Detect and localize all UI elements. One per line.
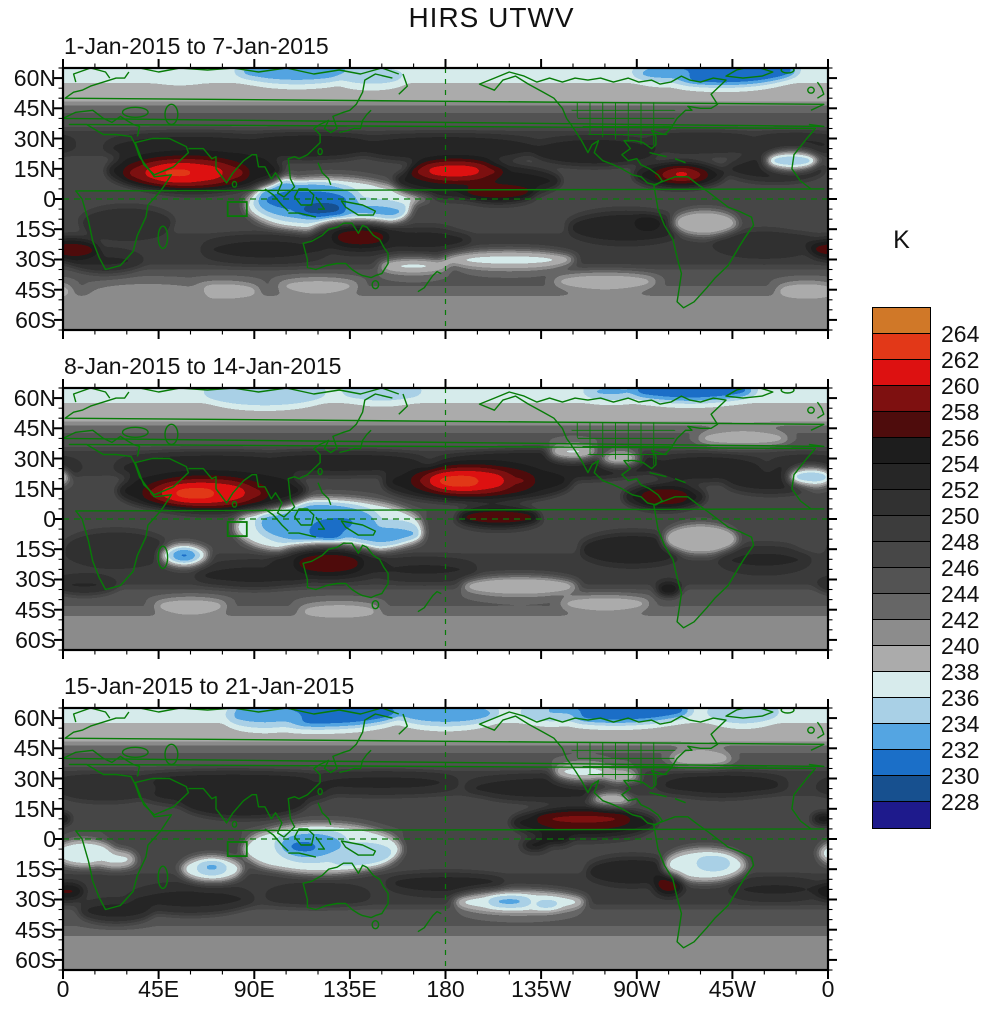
colorbar-swatch	[872, 411, 931, 439]
contour-field	[63, 708, 828, 970]
colorbar-swatch	[872, 775, 931, 803]
colorbar-tick-label: 256	[941, 425, 980, 451]
colorbar-swatch	[872, 385, 931, 413]
colorbar-unit-label: K	[893, 226, 910, 254]
colorbar-tick-label: 244	[941, 581, 980, 607]
colorbar-tick-label: 258	[941, 399, 980, 425]
colorbar-tick-label: 248	[941, 529, 980, 555]
colorbar-swatch	[872, 593, 931, 621]
y-axis-label: 45S	[15, 916, 56, 943]
region-box	[226, 521, 248, 538]
map-panel-week3	[54, 699, 837, 979]
y-axis-label: 60S	[15, 306, 56, 333]
chart-title: HIRS UTWV	[408, 2, 575, 33]
colorbar-tick-label: 228	[941, 789, 980, 815]
y-axis-label: 15S	[15, 856, 56, 883]
colorbar-tick-label: 246	[941, 555, 980, 581]
x-axis-label: 135E	[323, 976, 377, 1002]
colorbar-swatch	[872, 749, 931, 777]
colorbar-tick-label: 262	[941, 347, 980, 373]
y-axis-label: 60S	[15, 626, 56, 653]
y-axis-label: 15N	[13, 795, 56, 822]
x-axis-label: 135W	[511, 976, 572, 1002]
colorbar-swatch	[872, 619, 931, 647]
y-axis-label: 15S	[15, 536, 56, 563]
y-axis-label: 45N	[13, 415, 56, 442]
y-axis-label: 30N	[13, 445, 56, 472]
coastlines	[63, 68, 828, 309]
colorbar-tick-label: 252	[941, 477, 980, 503]
colorbar-swatch	[872, 671, 931, 699]
x-axis-label: 45E	[138, 976, 180, 1002]
coastlines	[63, 388, 828, 629]
map-panel-week1	[54, 59, 837, 339]
colorbar-tick-label: 240	[941, 633, 980, 659]
y-axis-label: 60N	[13, 385, 56, 412]
region-box	[226, 841, 248, 858]
x-axis-label: 0	[56, 976, 70, 1002]
colorbar-swatch	[872, 333, 931, 361]
x-axis-label: 90E	[233, 976, 275, 1002]
colorbar-swatch	[872, 723, 931, 751]
colorbar-swatch	[872, 489, 931, 517]
colorbar-tick-label: 232	[941, 737, 980, 763]
coastlines	[63, 708, 828, 949]
y-axis-label: 30N	[13, 765, 56, 792]
colorbar-swatch	[872, 307, 931, 335]
colorbar-swatch	[872, 567, 931, 595]
contour-field	[63, 68, 828, 330]
y-axis-label: 60S	[15, 946, 56, 973]
colorbar-tick-label: 242	[941, 607, 980, 633]
x-axis-label: 90W	[613, 976, 661, 1002]
panel-2-subtitle: 8-Jan-2015 to 14-Jan-2015	[64, 353, 342, 379]
y-axis-label: 15N	[13, 155, 56, 182]
colorbar-tick-label: 238	[941, 659, 980, 685]
y-axis-label: 30S	[15, 246, 56, 273]
y-axis-label: 30S	[15, 566, 56, 593]
colorbar-swatch	[872, 697, 931, 725]
panel-1-subtitle: 1-Jan-2015 to 7-Jan-2015	[64, 33, 329, 59]
map-panel-week2	[54, 379, 837, 659]
y-axis-label: 45S	[15, 596, 56, 623]
colorbar-swatch	[872, 541, 931, 569]
y-axis-label: 30S	[15, 886, 56, 913]
panel-3-subtitle: 15-Jan-2015 to 21-Jan-2015	[64, 673, 355, 699]
x-axis-label: 180	[426, 976, 465, 1002]
colorbar-swatch	[872, 437, 931, 465]
y-axis-label: 30N	[13, 125, 56, 152]
y-axis-label: 15S	[15, 216, 56, 243]
y-axis-label: 0	[43, 506, 56, 532]
colorbar-swatch	[872, 515, 931, 543]
y-axis-label: 0	[43, 826, 56, 852]
axis-ticks	[54, 59, 837, 339]
colorbar-tick-label: 230	[941, 763, 980, 789]
colorbar-swatch	[872, 645, 931, 673]
y-axis-label: 60N	[13, 65, 56, 92]
y-axis-label: 60N	[13, 705, 56, 732]
colorbar-swatch	[872, 359, 931, 387]
colorbar-tick-label: 234	[941, 711, 980, 737]
y-axis-label: 45N	[13, 95, 56, 122]
colorbar-tick-label: 236	[941, 685, 980, 711]
x-axis-label: 45W	[708, 976, 757, 1002]
contour-field	[63, 388, 828, 650]
colorbar-tick-label: 250	[941, 503, 980, 529]
axis-ticks	[54, 699, 837, 979]
colorbar-swatch	[872, 801, 931, 829]
y-axis-label: 45N	[13, 735, 56, 762]
y-axis-label: 0	[43, 186, 56, 212]
colorbar-tick-label: 260	[941, 373, 980, 399]
region-box	[226, 201, 248, 218]
colorbar-swatch	[872, 463, 931, 491]
x-axis-label: 0	[821, 976, 835, 1002]
colorbar-tick-label: 254	[941, 451, 980, 477]
y-axis-label: 15N	[13, 475, 56, 502]
y-axis-label: 45S	[15, 276, 56, 303]
colorbar-tick-label: 264	[941, 321, 980, 347]
axis-ticks	[54, 379, 837, 659]
